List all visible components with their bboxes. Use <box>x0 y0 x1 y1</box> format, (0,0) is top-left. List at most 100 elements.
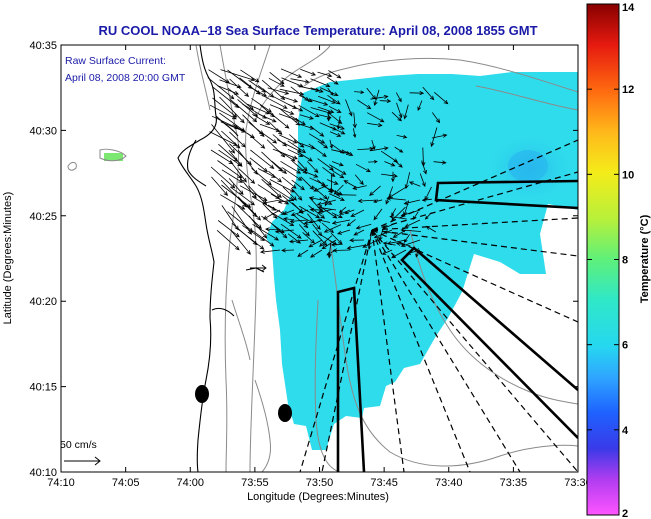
current-vector <box>221 169 243 183</box>
current-vector <box>317 140 329 149</box>
current-vector <box>329 123 345 130</box>
current-vector <box>248 121 264 135</box>
current-vector <box>276 139 302 153</box>
current-vector <box>422 86 435 101</box>
current-vector <box>434 91 449 105</box>
current-vector <box>404 172 411 190</box>
current-vector <box>230 229 251 255</box>
current-vector <box>404 219 421 228</box>
current-vector <box>229 160 247 183</box>
current-vector <box>385 186 394 205</box>
current-vector <box>328 193 345 201</box>
current-vector <box>308 98 329 106</box>
current-vector <box>382 230 396 235</box>
current-vector <box>352 112 357 129</box>
current-vector <box>271 212 295 227</box>
current-vector <box>341 149 354 156</box>
current-vector <box>406 249 421 255</box>
sst-cold-core-inner <box>508 150 548 182</box>
current-vector <box>238 176 257 199</box>
current-vector <box>386 239 407 246</box>
x-tick-label: 74:10 <box>47 477 75 489</box>
colorbar-tick-label: 10 <box>622 169 634 181</box>
current-vector <box>288 239 309 244</box>
current-vector <box>317 106 335 114</box>
current-vector <box>345 99 353 117</box>
y-tick-label: 40:30 <box>29 125 57 137</box>
current-vector <box>268 121 283 136</box>
current-vector <box>267 204 286 215</box>
current-vector <box>381 173 398 178</box>
current-vector <box>400 239 421 248</box>
current-vector <box>328 105 342 113</box>
y-tick-label: 40:15 <box>29 382 57 394</box>
current-vector <box>353 229 365 236</box>
current-vector <box>279 107 301 126</box>
current-vector <box>270 193 290 205</box>
current-vector <box>308 133 326 144</box>
coastline <box>177 45 265 472</box>
current-vector <box>250 149 275 169</box>
current-vector <box>381 249 393 255</box>
current-vector <box>317 95 337 104</box>
x-tick-label: 73:50 <box>306 477 334 489</box>
current-vector <box>269 71 285 85</box>
current-vector <box>287 140 307 154</box>
current-vector <box>331 219 351 225</box>
current-vector <box>394 146 404 153</box>
x-tick-label: 73:55 <box>241 477 269 489</box>
current-vector <box>310 87 324 93</box>
colorbar: 2 4 6 8 10 12 14 Temperature (°C) <box>586 2 651 519</box>
current-vector <box>373 229 393 239</box>
current-vector <box>400 209 421 217</box>
current-vector <box>367 112 385 123</box>
current-vector <box>269 104 295 115</box>
current-vector <box>379 99 392 103</box>
current-vector <box>346 244 367 250</box>
colorbar-ticks: 2 4 6 8 10 12 14 <box>587 2 635 519</box>
current-vector <box>354 90 365 94</box>
current-vector <box>252 230 275 247</box>
current-vector <box>290 209 309 217</box>
current-vector <box>389 214 407 220</box>
current-vector <box>230 186 256 206</box>
call-area-south <box>336 286 366 472</box>
current-vector <box>291 179 305 191</box>
current-vector <box>371 139 376 150</box>
current-vector <box>268 170 283 183</box>
current-vector <box>357 198 379 204</box>
current-vector <box>220 194 246 210</box>
x-axis-label: Longitude (Degrees:Minutes) <box>247 491 389 503</box>
current-vector <box>261 94 288 109</box>
scale-arrow[interactable] <box>64 456 101 466</box>
current-vector <box>396 102 403 119</box>
colorbar-gradient <box>586 3 620 516</box>
y-tick-label: 40:35 <box>29 40 57 52</box>
current-vector <box>309 196 323 201</box>
current-vector <box>412 211 419 221</box>
current-vector <box>259 104 275 118</box>
current-vector <box>355 163 371 173</box>
current-vector <box>261 178 282 199</box>
current-vector <box>317 158 334 171</box>
y-axis-ticks: 40:10 40:15 40:20 40:25 40:30 40:35 <box>29 40 578 479</box>
current-vector <box>303 219 323 225</box>
current-vector <box>366 87 377 100</box>
y-tick-label: 40:25 <box>29 211 57 223</box>
current-vector <box>421 160 427 175</box>
current-vector <box>246 132 266 149</box>
current-vector <box>382 222 397 230</box>
station-marker-west <box>195 385 209 403</box>
current-vector <box>229 78 250 98</box>
current-vector <box>312 185 328 200</box>
current-vector <box>277 199 295 204</box>
current-vector <box>290 187 303 201</box>
current-vector <box>424 212 432 220</box>
current-vector <box>282 209 295 215</box>
current-vector <box>362 239 379 248</box>
current-vector <box>319 197 333 205</box>
current-vector <box>297 160 308 172</box>
bathymetry-contours <box>67 45 578 472</box>
current-vector <box>269 179 295 193</box>
current-vector <box>217 160 243 179</box>
